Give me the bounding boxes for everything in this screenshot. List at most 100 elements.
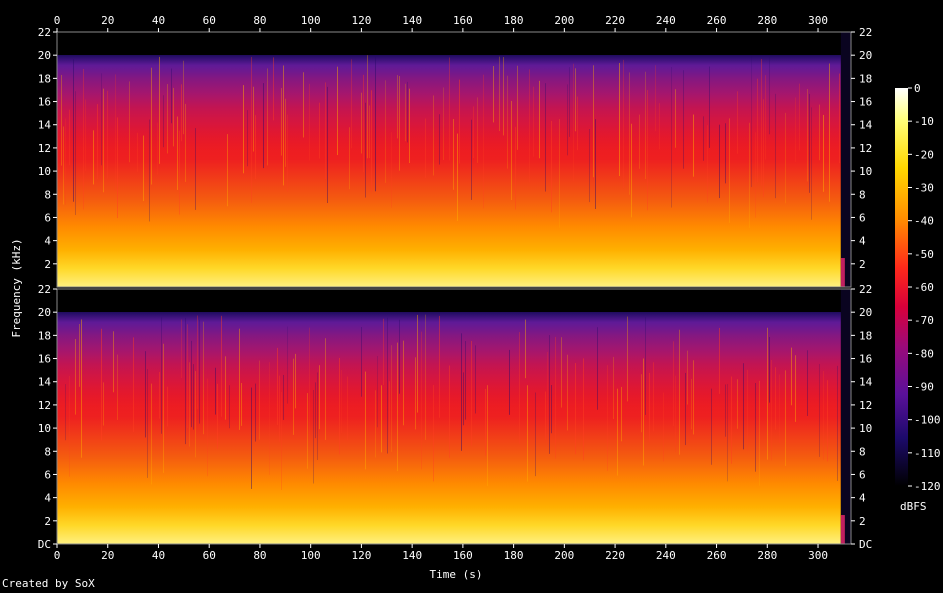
spectral-streak	[449, 57, 450, 161]
spectral-streak	[295, 353, 296, 409]
y-tick-label-left: 22	[38, 26, 51, 39]
spectral-streak	[457, 133, 458, 221]
spectral-streak	[819, 363, 820, 457]
spectral-streak	[685, 372, 686, 446]
spectral-streak	[519, 332, 520, 444]
spectral-streak	[69, 375, 70, 477]
spectral-streak	[279, 375, 280, 442]
spectral-streak	[707, 125, 708, 203]
spectral-streak	[307, 393, 308, 469]
spectral-streak	[269, 362, 270, 475]
spectral-streak	[759, 380, 760, 486]
spectral-streak	[203, 321, 204, 435]
colorbar-tick-label: -120	[914, 480, 941, 493]
y-tick-label-left: 20	[38, 306, 51, 319]
spectral-streak	[483, 74, 484, 209]
spectral-streak	[621, 386, 622, 442]
y-tick-label-left: 6	[44, 468, 51, 481]
spectral-streak	[409, 88, 410, 164]
x-tick-label-bottom: 120	[351, 549, 371, 562]
colorbar-label: dBFS	[900, 500, 927, 513]
spectral-streak	[161, 317, 162, 434]
spectral-streak	[241, 383, 242, 426]
above-cutoff-region	[57, 32, 851, 56]
spectral-streak	[439, 315, 440, 418]
spectral-streak	[385, 80, 386, 183]
spectral-streak	[533, 86, 534, 157]
spectral-streak	[147, 369, 148, 478]
y-tick-label-left: 10	[38, 422, 51, 435]
x-tick-label-bottom: 220	[605, 549, 625, 562]
spectral-streak	[377, 356, 378, 428]
spectral-streak	[403, 340, 404, 426]
spectral-streak	[811, 107, 812, 220]
x-tick-label-bottom: 180	[504, 549, 524, 562]
y-tick-label-left: 10	[38, 165, 51, 178]
spectral-streak	[577, 96, 578, 151]
spectral-streak	[191, 340, 192, 428]
x-tick-label-top: 280	[757, 14, 777, 27]
x-tick-label-top: 200	[554, 14, 574, 27]
spectral-streak	[765, 75, 766, 160]
y-tick-label-left: 14	[38, 119, 52, 132]
spectral-streak	[383, 318, 384, 386]
spectral-streak	[551, 385, 552, 434]
spectral-streak	[425, 118, 426, 178]
spectral-streak	[471, 119, 472, 200]
spectral-streak	[679, 329, 680, 455]
spectral-streak	[807, 350, 808, 416]
spectral-streak	[647, 90, 648, 211]
spectral-streak	[159, 56, 160, 164]
spectral-streak	[655, 65, 656, 132]
spectral-streak	[485, 388, 486, 456]
spectral-streak	[487, 385, 488, 486]
spectral-streak	[399, 76, 400, 171]
spectral-streak	[137, 132, 138, 172]
spectral-streak	[539, 80, 540, 159]
spectral-streak	[85, 99, 86, 172]
colorbar-ticks: 0 -10 -20 -30 -40 -50 -60 -70 -80 -90 -100 -110 -120	[908, 82, 941, 493]
y-tick-label-left: DC	[38, 538, 51, 551]
spectral-streak	[197, 315, 198, 410]
spectral-streak	[399, 319, 400, 394]
spectral-streak	[463, 372, 464, 426]
spectral-streak	[547, 351, 548, 447]
x-tick-label-bottom: 140	[402, 549, 422, 562]
spectral-streak	[509, 349, 510, 415]
spectral-streak	[185, 103, 186, 182]
spectral-streak	[97, 104, 98, 180]
spectral-streak	[567, 354, 568, 431]
spectral-streak	[375, 55, 376, 192]
spectral-streak	[809, 93, 810, 193]
colorbar-tick-label: -90	[914, 381, 934, 394]
spectral-streak	[273, 57, 274, 121]
end-fade-low-energy	[840, 515, 845, 544]
spectral-streak	[683, 70, 684, 169]
spectral-streak	[737, 379, 738, 429]
spectral-streak	[675, 89, 676, 148]
y-tick-label-left: 8	[44, 445, 51, 458]
spectral-streak	[327, 86, 328, 204]
x-tick-label-bottom: 40	[152, 549, 165, 562]
spectral-streak	[607, 365, 608, 471]
spectral-streak	[187, 324, 188, 429]
spectral-streak	[569, 67, 570, 137]
y-tick-label-left: 8	[44, 188, 51, 201]
spectral-streak	[823, 114, 824, 192]
spectral-streak	[145, 351, 146, 438]
spectral-streak	[775, 93, 776, 199]
spectral-streak	[515, 126, 516, 210]
spectral-streak	[143, 135, 144, 202]
spectral-streak	[559, 119, 560, 228]
x-tick-label-top: 80	[253, 14, 266, 27]
colorbar-tick-label: -110	[914, 447, 941, 460]
spectral-streak	[703, 116, 704, 161]
spectral-streak	[179, 130, 180, 215]
spectral-streak	[283, 374, 284, 420]
spectral-streak	[785, 112, 786, 204]
x-tick-label-bottom: 260	[707, 549, 727, 562]
spectral-streak	[281, 391, 282, 490]
spectral-streak	[303, 72, 304, 138]
